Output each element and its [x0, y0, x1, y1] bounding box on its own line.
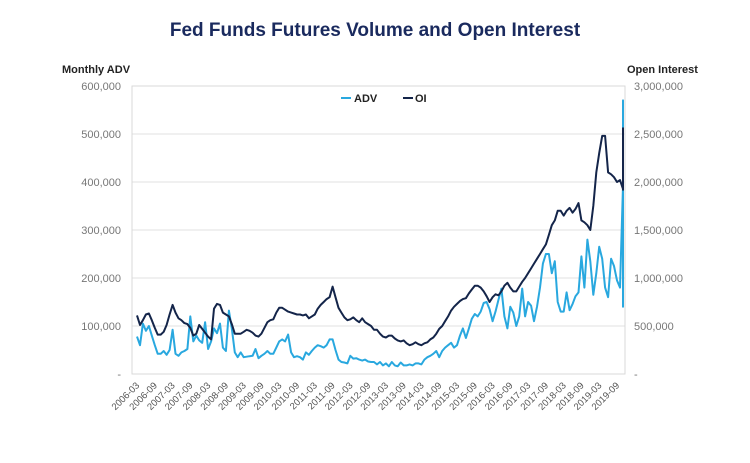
gridlines [132, 85, 625, 327]
y2-tick-label: 2,000,000 [634, 177, 683, 189]
y-tick-label: 100,000 [81, 321, 121, 333]
plot-frame [131, 85, 626, 375]
y-tick-label: 300,000 [81, 225, 121, 237]
y-tick-label: 400,000 [81, 177, 121, 189]
y-tick-label: - [117, 369, 121, 381]
legend: ADV OI [341, 93, 427, 105]
y2-tick-label: 1,000,000 [634, 273, 683, 285]
y2-tick-label: 3,000,000 [634, 81, 683, 93]
legend-label-oi: OI [415, 93, 427, 105]
y2-axis-title: Open Interest [627, 64, 698, 76]
y2-tick-label: 2,500,000 [634, 129, 683, 141]
legend-label-adv: ADV [354, 93, 378, 105]
y2-tick-label: 500,000 [634, 321, 674, 333]
y-tick-label: 600,000 [81, 81, 121, 93]
y2-tick-label: - [634, 369, 638, 381]
y-axis-title: Monthly ADV [62, 64, 131, 76]
y2-tick-label: 1,500,000 [634, 225, 683, 237]
chart-title: Fed Funds Futures Volume and Open Intere… [169, 20, 581, 41]
y-tick-label: 200,000 [81, 273, 121, 285]
series-line-oi [136, 127, 624, 347]
y-tick-label: 500,000 [81, 129, 121, 141]
